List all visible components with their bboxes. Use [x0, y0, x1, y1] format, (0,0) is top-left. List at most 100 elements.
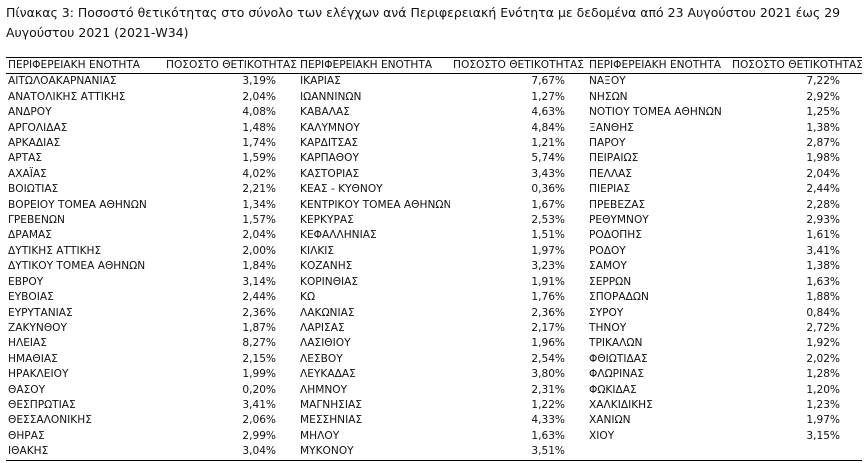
- region-name: ΜΗΛΟΥ: [300, 429, 340, 442]
- region-name: ΗΜΑΘΙΑΣ: [8, 352, 58, 365]
- table-row: ΖΑΚΥΝΘΟΥ 1,87% ΛΑΡΙΣΑΣ 2,17% ΤΗΝΟΥ 2,72%: [6, 321, 862, 336]
- table-body: ΑΙΤΩΛΟΑΚΑΡΝΑΝΙΑΣ 3,19% ΙΚΑΡΙΑΣ 7,67% ΝΑΞΟΥ 7,…: [6, 74, 862, 461]
- region-name: ΑΝΑΤΟΛΙΚΗΣ ΑΤΤΙΚΗΣ: [8, 90, 126, 103]
- column-header: ΠΕΡΙΦΕΡΕΙΑΚΗ ΕΝΟΤΗΤΑ: [298, 56, 450, 75]
- positivity-rate: 1,99%: [242, 368, 276, 381]
- table-row: ΑΝΔΡΟΥ 4,08% ΚΑΒΑΛΑΣ 4,63% ΝΟΤΙΟΥ ΤΟΜΕΑ ΑΘΗΝ…: [6, 105, 862, 120]
- table-row: ΑΙΤΩΛΟΑΚΑΡΝΑΝΙΑΣ 3,19% ΙΚΑΡΙΑΣ 7,67% ΝΑΞΟΥ 7,…: [6, 74, 862, 90]
- region-name: ΚΑΣΤΟΡΙΑΣ: [300, 167, 360, 180]
- table-row: ΘΗΡΑΣ 2,99% ΜΗΛΟΥ 1,63% ΧΙΟΥ 3,15%: [6, 429, 862, 444]
- region-name: ΤΗΝΟΥ: [589, 321, 627, 334]
- table-row: ΗΜΑΘΙΑΣ 2,15% ΛΕΣΒΟΥ 2,54% ΦΘΙΩΤΙΔΑΣ 2,02%: [6, 352, 862, 367]
- table: ΠΕΡΙΦΕΡΕΙΑΚΗ ΕΝΟΤΗΤΑ ΠΟΣΟΣΤΟ ΘΕΤΙΚΟΤΗΤΑΣ Π…: [6, 56, 862, 461]
- positivity-rate: 4,33%: [531, 414, 565, 427]
- table-row: ΘΑΣΟΥ 0,20% ΛΗΜΝΟΥ 2,31% ΦΩΚΙΔΑΣ 1,20%: [6, 383, 862, 398]
- region-name: ΛΗΜΝΟΥ: [300, 383, 348, 396]
- region-name: ΚΕΦΑΛΛΗΝΙΑΣ: [300, 229, 377, 242]
- region-name: ΞΑΝΘΗΣ: [589, 121, 634, 134]
- positivity-rate: 2,31%: [531, 383, 565, 396]
- positivity-rate: 1,91%: [531, 275, 565, 288]
- positivity-rate: 1,97%: [531, 244, 565, 257]
- region-name: ΣΑΜΟΥ: [589, 260, 627, 273]
- table-row: ΑΡΤΑΣ 1,59% ΚΑΡΠΑΘΟΥ 5,74% ΠΕΙΡΑΙΩΣ 1,98%: [6, 151, 862, 166]
- region-name: ΚΑΡΔΙΤΣΑΣ: [300, 137, 359, 150]
- positivity-rate: 1,98%: [806, 152, 840, 165]
- positivity-rate: 1,97%: [806, 414, 840, 427]
- positivity-rate: 7,22%: [806, 75, 840, 88]
- column-header: ΠΟΣΟΣΤΟ ΘΕΤΙΚΟΤΗΤΑΣ: [730, 56, 862, 75]
- region-name: ΙΘΑΚΗΣ: [6, 444, 164, 461]
- positivity-rate: 1,20%: [806, 383, 840, 396]
- region-name: ΕΒΡΟΥ: [8, 275, 44, 288]
- positivity-rate: 1,21%: [531, 137, 565, 150]
- region-name: ΔΥΤΙΚΗΣ ΑΤΤΙΚΗΣ: [8, 244, 102, 257]
- positivity-rate: 2,02%: [806, 352, 840, 365]
- table-row: ΑΝΑΤΟΛΙΚΗΣ ΑΤΤΙΚΗΣ 2,04% ΙΩΑΝΝΙΝΩΝ 1,27% ΝΗΣ…: [6, 90, 862, 105]
- region-name: ΙΩΑΝΝΙΝΩΝ: [300, 90, 362, 103]
- positivity-rate: 3,51%: [450, 444, 587, 461]
- region-name: ΖΑΚΥΝΘΟΥ: [8, 321, 67, 334]
- positivity-rate: 2,72%: [806, 321, 840, 334]
- region-name: ΦΘΙΩΤΙΔΑΣ: [589, 352, 648, 365]
- region-name: ΒΟΡΕΙΟΥ ΤΟΜΕΑ ΑΘΗΝΩΝ: [8, 198, 147, 211]
- positivity-rate: [730, 444, 862, 461]
- region-name: ΛΕΥΚΑΔΑΣ: [300, 368, 356, 381]
- positivity-rate: 3,41%: [806, 244, 840, 257]
- positivity-rate: 2,28%: [806, 198, 840, 211]
- positivity-rate: 2,93%: [806, 214, 840, 227]
- region-name: ΧΑΛΚΙΔΙΚΗΣ: [589, 398, 653, 411]
- region-name: ΣΕΡΡΩΝ: [589, 275, 632, 288]
- positivity-rate: 3,04%: [164, 444, 298, 461]
- region-name: ΣΠΟΡΑΔΩΝ: [589, 291, 649, 304]
- region-name: [587, 444, 730, 461]
- positivity-rate: 3,80%: [531, 368, 565, 381]
- positivity-rate: 4,08%: [242, 106, 276, 119]
- column-header: ΠΟΣΟΣΤΟ ΘΕΤΙΚΟΤΗΤΑΣ: [450, 56, 587, 75]
- positivity-rate: 1,57%: [242, 214, 276, 227]
- positivity-rate: 5,74%: [531, 152, 565, 165]
- region-name: ΝΑΞΟΥ: [589, 75, 626, 88]
- column-header: ΠΟΣΟΣΤΟ ΘΕΤΙΚΟΤΗΤΑΣ: [164, 56, 298, 75]
- region-name: ΜΕΣΣΗΝΙΑΣ: [300, 414, 363, 427]
- positivity-rate: 1,88%: [806, 291, 840, 304]
- positivity-rate: 3,14%: [242, 275, 276, 288]
- positivity-rate: 1,63%: [806, 275, 840, 288]
- column-header: ΠΕΡΙΦΕΡΕΙΑΚΗ ΕΝΟΤΗΤΑ: [587, 56, 730, 75]
- positivity-rate: 1,87%: [242, 321, 276, 334]
- region-name: ΠΑΡΟΥ: [589, 137, 626, 150]
- positivity-rate: 1,38%: [806, 260, 840, 273]
- positivity-rate: 2,44%: [806, 183, 840, 196]
- table-row: ΔΥΤΙΚΟΥ ΤΟΜΕΑ ΑΘΗΝΩΝ 1,84% ΚΟΖΑΝΗΣ 3,23% ΣΑΜ…: [6, 259, 862, 274]
- positivity-rate: 3,15%: [806, 429, 840, 442]
- positivity-rate: 2,04%: [242, 229, 276, 242]
- region-name: ΗΡΑΚΛΕΙΟΥ: [8, 368, 69, 381]
- positivity-rate: 2,44%: [242, 291, 276, 304]
- region-name: ΠΙΕΡΙΑΣ: [589, 183, 631, 196]
- region-name: ΘΕΣΣΑΛΟΝΙΚΗΣ: [8, 414, 92, 427]
- region-name: ΘΕΣΠΡΩΤΙΑΣ: [8, 398, 76, 411]
- positivity-rate: 1,59%: [242, 152, 276, 165]
- region-name: ΑΡΓΟΛΙΔΑΣ: [8, 121, 68, 134]
- positivity-rate: 1,48%: [242, 121, 276, 134]
- positivity-rate: 1,61%: [806, 229, 840, 242]
- region-name: ΣΥΡΟΥ: [589, 306, 624, 319]
- positivity-rate: 1,63%: [531, 429, 565, 442]
- positivity-rate: 1,51%: [531, 229, 565, 242]
- region-name: ΠΕΙΡΑΙΩΣ: [589, 152, 639, 165]
- region-name: ΜΥΚΟΝΟΥ: [298, 444, 450, 461]
- positivity-rate: 8,27%: [242, 337, 276, 350]
- region-name: ΦΛΩΡΙΝΑΣ: [589, 368, 645, 381]
- table-row: ΕΥΡΥΤΑΝΙΑΣ 2,36% ΛΑΚΩΝΙΑΣ 2,36% ΣΥΡΟΥ 0,84%: [6, 306, 862, 321]
- positivity-rate: 2,00%: [242, 244, 276, 257]
- region-name: ΗΛΕΙΑΣ: [8, 337, 47, 350]
- region-name: ΛΑΡΙΣΑΣ: [300, 321, 345, 334]
- positivity-rate: 2,06%: [242, 414, 276, 427]
- positivity-rate: 2,92%: [806, 90, 840, 103]
- region-name: ΡΟΔΟΠΗΣ: [589, 229, 642, 242]
- region-name: ΚΕΝΤΡΙΚΟΥ ΤΟΜΕΑ ΑΘΗΝΩΝ: [300, 198, 450, 211]
- positivity-rate: 2,99%: [242, 429, 276, 442]
- region-name: ΒΟΙΩΤΙΑΣ: [8, 183, 59, 196]
- positivity-rate: 2,17%: [531, 321, 565, 334]
- region-name: ΜΑΓΝΗΣΙΑΣ: [300, 398, 362, 411]
